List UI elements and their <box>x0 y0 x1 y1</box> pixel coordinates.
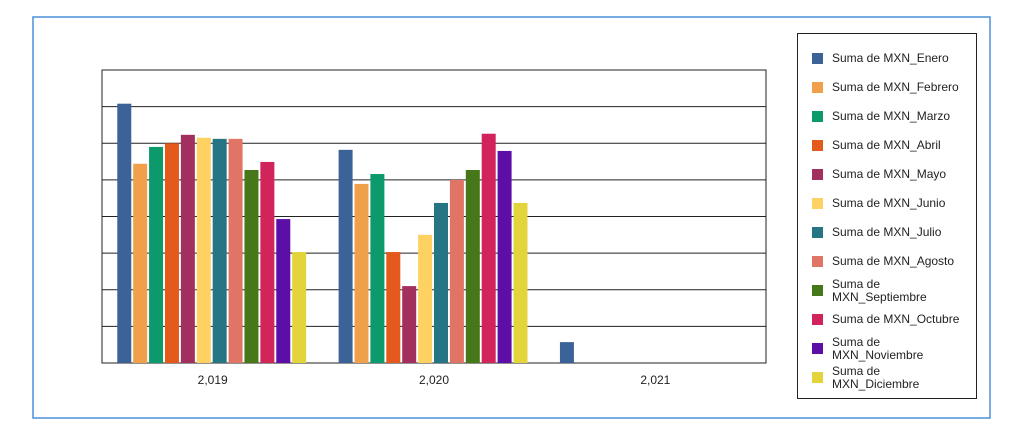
bar <box>370 174 385 363</box>
bar <box>559 342 574 363</box>
legend-swatch <box>812 256 823 267</box>
legend-label: Suma de MXN_Noviembre <box>832 334 924 362</box>
legend-item: Suma de MXN_Julio <box>798 218 976 247</box>
bar <box>292 252 307 363</box>
legend-swatch <box>812 198 823 209</box>
legend-label: Suma de MXN_Julio <box>832 225 942 239</box>
legend-swatch <box>812 169 823 180</box>
bar <box>276 219 291 363</box>
x-tick-label: 2,021 <box>640 373 670 387</box>
bar <box>133 163 148 363</box>
legend-swatch <box>812 227 823 238</box>
bar <box>434 202 448 363</box>
legend-item: Suma de MXN_Febrero <box>798 73 976 102</box>
bar <box>402 286 417 363</box>
legend-swatch <box>812 53 823 64</box>
legend-item: Suma de MXN_Junio <box>798 189 976 218</box>
legend-item: Suma de MXN_Abril <box>798 131 976 160</box>
bar <box>117 103 132 363</box>
legend-swatch <box>812 111 823 122</box>
legend-swatch <box>812 343 823 354</box>
bar <box>228 138 243 363</box>
legend-label: Suma de MXN_Junio <box>832 196 946 210</box>
legend-label: Suma de MXN_Enero <box>832 51 949 65</box>
bar <box>418 234 433 363</box>
x-tick-label: 2,020 <box>419 373 449 387</box>
bar <box>244 169 259 363</box>
legend-item: Suma de MXN_Marzo <box>798 102 976 131</box>
bar <box>338 149 353 363</box>
legend-label: Suma de MXN_Diciembre <box>832 363 920 391</box>
legend-label: Suma de MXN_Abril <box>832 138 941 152</box>
bar <box>180 134 195 363</box>
legend-swatch <box>812 82 823 93</box>
legend-item: Suma de MXN_Diciembre <box>798 363 976 392</box>
bar <box>196 137 211 363</box>
legend-label: Suma de MXN_Septiembre <box>832 276 927 304</box>
legend-swatch <box>812 372 823 383</box>
bar <box>164 143 179 363</box>
legend-item: Suma de MXN_Octubre <box>798 305 976 334</box>
bar <box>449 179 464 363</box>
legend-label: Suma de MXN_Octubre <box>832 312 960 326</box>
bar <box>149 146 164 363</box>
legend-item: Suma de MXN_Agosto <box>798 247 976 276</box>
legend-label: Suma de MXN_Marzo <box>832 109 951 123</box>
bar <box>354 183 369 363</box>
bar <box>497 150 512 363</box>
legend-swatch <box>812 314 823 325</box>
legend-item: Suma de MXN_Noviembre <box>798 334 976 363</box>
legend-item: Suma de MXN_Septiembre <box>798 276 976 305</box>
bar <box>260 161 275 363</box>
legend-swatch <box>812 140 823 151</box>
legend-item: Suma de MXN_Mayo <box>798 160 976 189</box>
legend-swatch <box>812 285 823 296</box>
legend-label: Suma de MXN_Agosto <box>832 254 955 268</box>
legend: Suma de MXN_Enero Suma de MXN_Febrero Suma… <box>797 33 977 399</box>
legend-label: Suma de MXN_Mayo <box>832 167 947 181</box>
bar <box>481 133 496 363</box>
legend-label: Suma de MXN_Febrero <box>832 80 959 94</box>
bar <box>386 252 401 363</box>
bar <box>465 169 480 363</box>
legend-item: Suma de MXN_Enero <box>798 44 976 73</box>
bar <box>513 202 528 363</box>
x-tick-label: 2,019 <box>198 373 228 387</box>
frame <box>32 16 991 419</box>
bar <box>212 138 227 363</box>
